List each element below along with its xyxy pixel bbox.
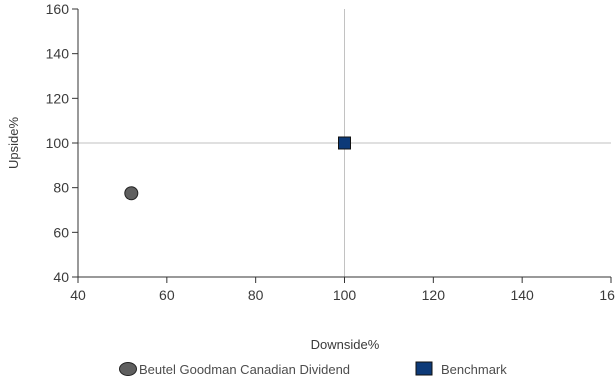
y-axis-title: Upside% (6, 117, 21, 169)
x-tick-label: 160 (599, 287, 615, 303)
y-tick-label: 140 (46, 46, 70, 62)
data-point-benchmark (338, 136, 351, 150)
x-tick-label: 40 (70, 287, 86, 303)
x-axis-title: Downside% (311, 337, 380, 352)
x-tick-label: 60 (159, 287, 175, 303)
y-tick-label: 120 (46, 90, 70, 106)
y-tick-label: 100 (46, 135, 70, 151)
data-point-fund (124, 186, 139, 201)
x-axis-ticks: 40 60 80 100 120 140 160 (70, 277, 615, 303)
y-tick-label: 80 (53, 180, 69, 196)
x-tick-label: 80 (248, 287, 264, 303)
y-tick-label: 160 (46, 1, 70, 17)
y-tick-label: 40 (53, 269, 69, 285)
legend-swatch-fund (119, 362, 137, 376)
data-points (124, 136, 351, 201)
x-tick-label: 140 (510, 287, 534, 303)
legend-label-fund: Beutel Goodman Canadian Dividend (139, 362, 350, 377)
y-axis-ticks: 40 60 80 100 120 140 160 (46, 1, 78, 285)
legend-label-benchmark: Benchmark (441, 362, 507, 377)
chart-legend: Beutel Goodman Canadian Dividend Benchmar… (119, 361, 507, 377)
y-tick-label: 60 (53, 224, 69, 240)
legend-swatch-benchmark (415, 361, 433, 376)
x-tick-label: 100 (333, 287, 357, 303)
x-tick-label: 120 (422, 287, 446, 303)
